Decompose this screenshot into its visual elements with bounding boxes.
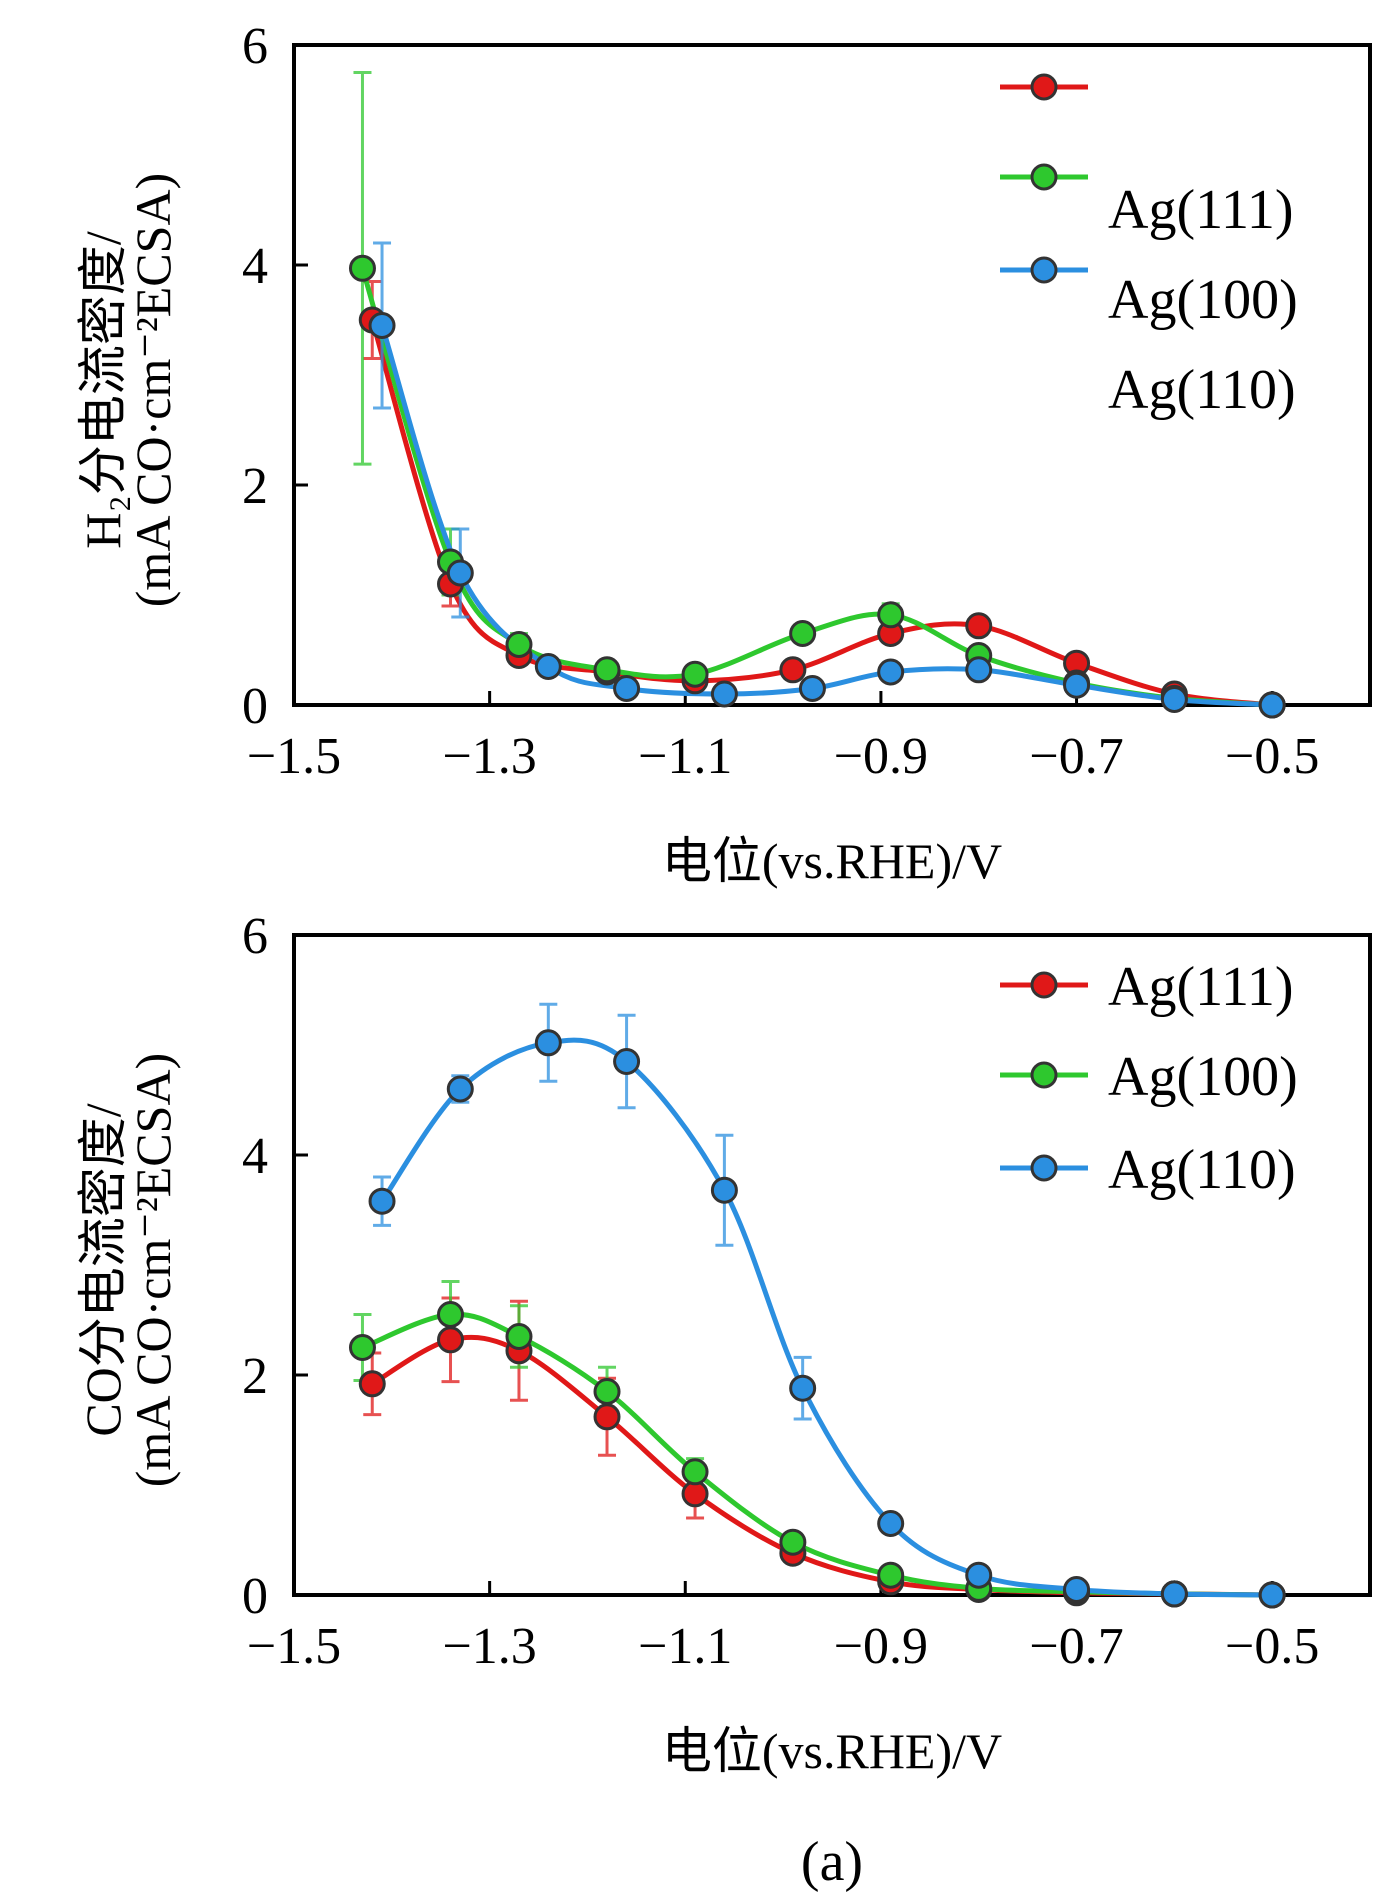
y-axis-title-line1: H₂分电流密度/: [75, 231, 131, 549]
x-tick-label: −0.7: [1029, 728, 1123, 785]
y-tick-label: 6: [242, 908, 268, 965]
y-axis-title-line1: CO分电流密度/: [75, 1103, 131, 1436]
data-point-ag-100: [789, 620, 817, 647]
data-point-ag-100: [348, 1334, 376, 1361]
data-point-ag-100: [877, 1561, 905, 1589]
data-point-ag-111: [965, 612, 993, 640]
data-point-ag-100: [437, 1301, 465, 1328]
legend-marker-ag-110: [1030, 1154, 1058, 1182]
x-tick-label: −1.5: [247, 1618, 341, 1675]
data-point-ag-110: [1160, 1580, 1188, 1608]
data-point-ag-111: [593, 1403, 621, 1431]
data-point-ag-110: [965, 1561, 993, 1589]
data-point-ag-110: [446, 1075, 474, 1103]
plot-frame: [292, 933, 1372, 1597]
plot-frame: [292, 43, 1372, 707]
x-axis-title: 电位(vs.RHE)/V: [662, 833, 1002, 889]
data-point-ag-100: [681, 1458, 709, 1486]
series-line-ag-100: [359, 265, 1275, 708]
y-axis-title-line2: (mA CO·cm⁻²ECSA): [125, 1053, 181, 1487]
data-point-ag-110: [965, 656, 993, 684]
x-tick-label: −0.5: [1225, 728, 1319, 785]
data-point-ag-100: [593, 656, 621, 684]
data-point-ag-110: [877, 658, 905, 686]
x-axis-title: 电位(vs.RHE)/V: [662, 1723, 1002, 1779]
data-point-ag-110: [798, 675, 826, 702]
data-point-ag-100: [877, 601, 905, 629]
legend-marker-ag-111: [1030, 73, 1058, 101]
x-tick-label: −0.9: [834, 728, 928, 785]
data-point-ag-110: [534, 653, 562, 680]
legend-label: Ag(111): [1108, 179, 1294, 241]
data-point-ag-110: [1160, 686, 1188, 713]
data-point-ag-111: [358, 1370, 386, 1398]
series-line-ag-111: [369, 317, 1275, 708]
y-tick-label: 4: [242, 1128, 268, 1185]
legend-marker-ag-100: [1030, 163, 1058, 191]
data-point-ag-111: [681, 1480, 709, 1508]
data-point-ag-110: [446, 559, 474, 587]
x-tick-label: −0.5: [1225, 1618, 1319, 1675]
legend-label: Ag(111): [1108, 956, 1294, 1018]
data-point-ag-110: [1063, 1576, 1091, 1603]
series-line-ag-110: [379, 1037, 1275, 1598]
data-point-ag-110: [1258, 691, 1286, 719]
data-point-ag-110: [789, 1374, 817, 1402]
legend-label: Ag(100): [1108, 269, 1298, 331]
legend-marker-ag-110: [1030, 256, 1058, 284]
legend: Ag(111) Ag(100) Ag(110): [1000, 73, 1298, 421]
data-point-ag-111: [437, 1326, 465, 1354]
x-tick-label: −1.3: [442, 1618, 536, 1675]
legend: Ag(111) Ag(100) Ag(110): [1000, 956, 1298, 1201]
data-point-ag-110: [368, 1187, 396, 1215]
series-line-ag-110: [379, 323, 1275, 708]
data-point-ag-111: [779, 656, 807, 684]
x-tick-label: −1.3: [442, 728, 536, 785]
y-tick-label: 0: [242, 1568, 268, 1625]
y-tick-label: 0: [242, 678, 268, 735]
data-point-ag-100: [779, 1528, 807, 1556]
legend-marker-ag-100: [1030, 1061, 1058, 1089]
legend-marker-ag-111: [1030, 971, 1058, 999]
data-point-ag-110: [534, 1029, 562, 1057]
data-point-ag-110: [613, 1048, 641, 1075]
data-point-ag-110: [710, 1176, 738, 1204]
x-tick-label: −1.5: [247, 728, 341, 785]
y-tick-label: 6: [242, 18, 268, 75]
y-tick-label: 2: [242, 1348, 268, 1405]
x-tick-label: −0.7: [1029, 1618, 1123, 1675]
y-tick-label: 4: [242, 238, 268, 295]
data-point-ag-110: [877, 1510, 905, 1537]
x-tick-label: −1.1: [638, 728, 732, 785]
data-point-ag-110: [368, 312, 396, 339]
data-point-ag-100: [593, 1378, 621, 1405]
y-axis-title-line2: (mA CO·cm⁻²ECSA): [125, 173, 181, 607]
data-point-ag-110: [1063, 671, 1091, 699]
legend-label: Ag(110): [1108, 359, 1296, 421]
figure-caption: (a): [801, 1831, 863, 1893]
data-point-ag-110: [1258, 1581, 1286, 1609]
data-point-ag-100: [681, 660, 709, 688]
y-tick-label: 2: [242, 458, 268, 515]
data-point-ag-100: [505, 631, 533, 658]
x-tick-label: −1.1: [638, 1618, 732, 1675]
x-tick-label: −0.9: [834, 1618, 928, 1675]
data-point-ag-100: [348, 254, 376, 282]
data-point-ag-110: [613, 675, 641, 702]
data-point-ag-110: [710, 680, 738, 708]
series-line-ag-100: [359, 1311, 1275, 1598]
data-point-ag-100: [505, 1323, 533, 1350]
legend-label: Ag(110): [1108, 1139, 1296, 1201]
legend-label: Ag(100): [1108, 1046, 1298, 1108]
